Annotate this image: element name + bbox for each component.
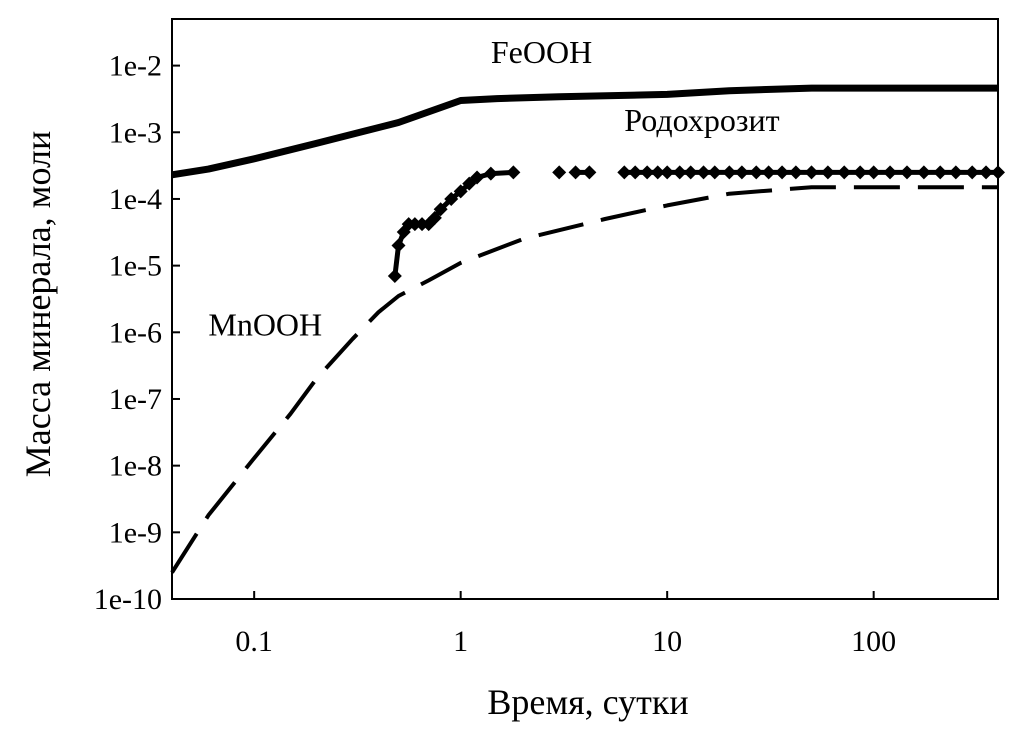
series-point-rhodochrosite xyxy=(407,217,422,232)
plot-frame xyxy=(171,18,999,600)
series-point-rhodochrosite xyxy=(650,165,665,180)
series-point-rhodochrosite xyxy=(387,268,402,283)
series-point-rhodochrosite xyxy=(470,170,485,185)
series-point-rhodochrosite xyxy=(453,184,468,199)
series-point-rhodochrosite xyxy=(866,165,881,180)
x-tick-label: 1 xyxy=(453,625,468,658)
series-line-mnooh xyxy=(170,185,998,574)
y-tick-label: 1e-7 xyxy=(109,383,162,416)
series-point-rhodochrosite xyxy=(660,165,675,180)
series-point-rhodochrosite xyxy=(916,165,931,180)
y-tick-label: 1e-6 xyxy=(109,316,162,349)
series-point-rhodochrosite xyxy=(640,165,655,180)
series-point-rhodochrosite xyxy=(899,165,914,180)
series-point-rhodochrosite xyxy=(568,165,583,180)
series-point-rhodochrosite xyxy=(483,166,498,181)
series-layer xyxy=(170,84,1005,574)
series-point-rhodochrosite xyxy=(820,165,835,180)
series-point-rhodochrosite xyxy=(979,165,994,180)
series-point-rhodochrosite xyxy=(391,238,406,253)
series-point-rhodochrosite xyxy=(775,165,790,180)
x-tick-label: 100 xyxy=(851,625,896,658)
series-point-rhodochrosite xyxy=(506,165,521,180)
series-point-rhodochrosite xyxy=(617,165,632,180)
x-tick-label: 0.1 xyxy=(235,625,273,658)
series-label-feooh: FeOOH xyxy=(491,34,592,70)
series-point-rhodochrosite xyxy=(804,165,819,180)
series-point-rhodochrosite xyxy=(933,165,948,180)
series-point-rhodochrosite xyxy=(788,165,803,180)
series-label-mnooh: MnOOH xyxy=(208,306,322,342)
y-tick-label: 1e-5 xyxy=(109,250,162,283)
series-point-rhodochrosite xyxy=(672,165,687,180)
y-tick-label: 1e-3 xyxy=(109,116,162,149)
y-axis-title: Масса минерала, моли xyxy=(18,131,58,477)
series-point-rhodochrosite xyxy=(837,165,852,180)
series-point-rhodochrosite xyxy=(433,202,448,217)
series-point-rhodochrosite xyxy=(761,165,776,180)
series-point-rhodochrosite xyxy=(696,165,711,180)
series-point-rhodochrosite xyxy=(582,165,597,180)
series-point-rhodochrosite xyxy=(683,165,698,180)
series-point-rhodochrosite xyxy=(965,165,980,180)
series-point-rhodochrosite xyxy=(883,165,898,180)
y-tick-label: 1e-4 xyxy=(109,183,162,216)
series-point-rhodochrosite xyxy=(749,165,764,180)
annotation-layer: FeOOH Родохрозит MnOOH xyxy=(208,34,779,343)
y-tick-label: 1e-2 xyxy=(109,50,162,83)
series-point-rhodochrosite xyxy=(853,165,868,180)
series-point-rhodochrosite xyxy=(722,165,737,180)
series-point-rhodochrosite xyxy=(444,191,459,206)
y-axis-ticks: 1e-10 1e-9 1e-8 1e-7 1e-6 1e-5 1e-4 1e-3 1e-2 xyxy=(94,50,180,616)
series-point-rhodochrosite xyxy=(552,165,567,180)
series-point-rhodochrosite xyxy=(628,165,643,180)
x-axis-title: Время, сутки xyxy=(487,682,688,722)
y-tick-label: 1e-10 xyxy=(94,583,162,616)
series-label-rhodochrosite: Родохрозит xyxy=(624,102,779,138)
series-point-rhodochrosite xyxy=(734,165,749,180)
series-point-rhodochrosite xyxy=(427,210,442,225)
y-tick-label: 1e-9 xyxy=(109,516,162,549)
x-tick-label: 10 xyxy=(652,625,682,658)
series-point-rhodochrosite xyxy=(948,165,963,180)
series-line-feooh xyxy=(171,84,998,179)
y-tick-label: 1e-8 xyxy=(109,450,162,483)
x-axis-ticks: 0.1 1 10 100 xyxy=(235,591,896,658)
series-point-rhodochrosite xyxy=(991,165,1005,180)
series-point-rhodochrosite xyxy=(707,165,722,180)
